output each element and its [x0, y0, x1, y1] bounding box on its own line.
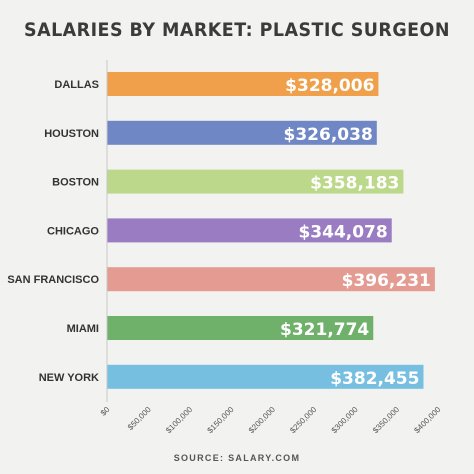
x-tick-label: $400,000	[412, 405, 442, 435]
x-tick-label: $250,000	[288, 405, 318, 435]
x-tick-label: $200,000	[247, 405, 277, 435]
bar-chicago	[107, 218, 392, 243]
bar-dallas	[107, 72, 379, 96]
category-label-san-francisco: SAN FRANCISCO	[7, 274, 99, 286]
category-label-new-york: NEW YORK	[39, 372, 99, 384]
x-tick-label: $300,000	[330, 405, 360, 435]
category-label-dallas: DALLAS	[54, 79, 99, 91]
x-tick-label: $150,000	[206, 405, 236, 435]
value-label-new-york: $382,455	[330, 369, 419, 389]
bar-boston	[107, 169, 404, 194]
source-note: SOURCE: SALARY.COM	[173, 453, 301, 463]
value-label-san-francisco: $396,231	[342, 271, 431, 291]
value-label-dallas: $328,006	[285, 76, 374, 96]
chart-title: SALARIES BY MARKET: PLASTIC SURGEON	[24, 19, 450, 41]
x-tick-label: $50,000	[126, 405, 153, 432]
category-label-chicago: CHICAGO	[47, 225, 99, 237]
value-label-miami: $321,774	[280, 320, 369, 340]
category-label-boston: BOSTON	[52, 177, 99, 189]
bar-miami	[107, 316, 374, 340]
bar-san-francisco	[107, 267, 435, 292]
category-label-houston: HOUSTON	[44, 128, 99, 140]
category-label-miami: MIAMI	[67, 323, 99, 335]
x-tick-label: $100,000	[164, 405, 194, 435]
bars-layer: DALLAS $328,006 HOUSTON $326,038 BOSTON $358,…	[7, 72, 435, 389]
value-label-chicago: $344,078	[298, 222, 387, 242]
bar-new-york	[107, 364, 424, 389]
x-tick-label: $350,000	[371, 405, 401, 435]
value-label-houston: $326,038	[284, 125, 373, 145]
bar-houston	[107, 120, 377, 145]
x-tick-label: $0	[99, 405, 112, 418]
value-label-boston: $358,183	[310, 174, 399, 194]
